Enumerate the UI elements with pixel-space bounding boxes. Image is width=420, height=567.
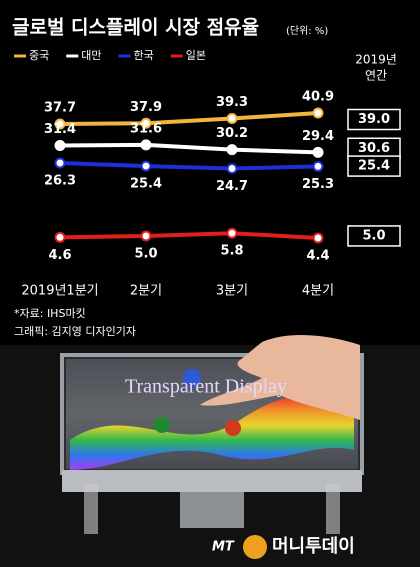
source: *자료: IHS마킷 <box>14 307 86 320</box>
data-point <box>54 157 66 169</box>
annual-label: 39.0 <box>358 112 390 127</box>
data-label: 25.3 <box>302 177 334 192</box>
data-point <box>312 107 324 119</box>
legend-label: 한국 <box>134 49 154 62</box>
data-point <box>226 112 238 124</box>
series-line <box>59 161 319 171</box>
annual-box <box>347 155 401 177</box>
data-point <box>140 230 152 242</box>
legend-label: 일본 <box>186 48 206 62</box>
data-label: 37.9 <box>130 100 162 115</box>
data-point <box>312 232 324 244</box>
data-label: 5.0 <box>134 246 157 261</box>
data-point <box>140 139 152 151</box>
data-point <box>54 231 66 243</box>
legend-label: 중국 <box>29 49 49 62</box>
series-line <box>59 111 319 126</box>
data-label: 40.9 <box>302 90 334 105</box>
annual-box <box>347 108 401 131</box>
data-point <box>312 146 324 158</box>
data-label: 4.6 <box>48 248 71 263</box>
unit-label: (단위: %) <box>286 24 328 37</box>
data-label: 37.7 <box>44 100 76 115</box>
credit: 그래픽: 김지영 디자인기자 <box>14 325 136 338</box>
x-tick-label: 4분기 <box>302 284 334 299</box>
data-point <box>312 160 324 172</box>
logo-name: 머니투데이 <box>272 536 355 557</box>
data-label: 31.4 <box>44 122 76 137</box>
data-point <box>226 144 238 156</box>
annual-header: 2019년 <box>355 53 397 67</box>
data-point <box>140 117 152 129</box>
data-label: 31.6 <box>130 121 162 136</box>
data-point <box>54 118 66 130</box>
chart-title: 글로벌 디스플레이 시장 점유율 <box>12 17 259 39</box>
series-line <box>59 142 319 155</box>
data-label: 5.8 <box>220 244 243 259</box>
annual-header: 연간 <box>365 69 387 83</box>
data-point <box>54 140 66 152</box>
logo-icon <box>243 535 267 559</box>
data-label: 24.7 <box>216 179 248 194</box>
legend-label: 대만 <box>81 49 101 62</box>
annual-label: 5.0 <box>362 228 385 243</box>
photo-caption: Transparent Display <box>125 376 287 398</box>
product-photo <box>0 334 420 567</box>
series-line <box>59 231 319 240</box>
annual-box <box>347 225 401 247</box>
data-point <box>140 160 152 172</box>
x-tick-label: 3분기 <box>216 284 248 299</box>
data-point <box>226 162 238 174</box>
data-label: 26.3 <box>44 174 76 189</box>
annual-label: 25.4 <box>358 159 390 174</box>
x-tick-label: 2019년1분기 <box>21 284 98 299</box>
data-point <box>226 227 238 239</box>
data-label: 29.4 <box>302 129 334 144</box>
x-tick-label: 2분기 <box>130 284 162 299</box>
data-label: 39.3 <box>216 95 248 110</box>
data-label: 4.4 <box>306 249 329 264</box>
annual-label: 30.6 <box>358 141 390 156</box>
data-label: 30.2 <box>216 126 248 141</box>
data-label: 25.4 <box>130 177 162 192</box>
logo-mark: MT <box>212 540 235 555</box>
